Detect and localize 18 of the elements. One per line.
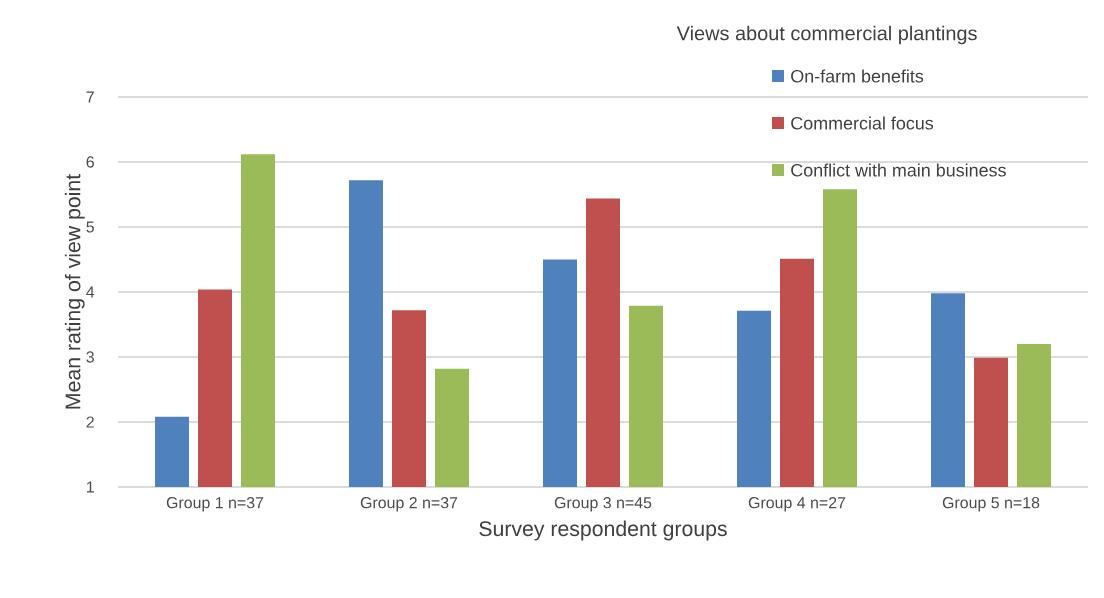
legend-label: On-farm benefits: [791, 69, 924, 83]
y-tick-label: 7: [86, 91, 94, 103]
x-axis-title: Survey respondent groups: [479, 520, 727, 541]
x-tick-label: Group 1 n=37: [166, 497, 264, 512]
x-tick-label: Group 2 n=37: [360, 497, 458, 512]
y-tick-label: 3: [86, 351, 94, 363]
y-tick-label: 4: [86, 286, 95, 298]
x-tick-label: Group 3 n=45: [554, 497, 652, 512]
x-tick-label: Group 5 n=18: [942, 497, 1040, 512]
legend-title: Views about commercial plantings: [676, 25, 977, 45]
legend-label: Commercial focus: [791, 116, 934, 130]
legend-label: Conflict with main business: [791, 163, 1006, 177]
y-tick-label: 2: [86, 416, 94, 428]
x-tick-label: Group 4 n=27: [748, 497, 846, 512]
y-tick-label: 1: [86, 481, 94, 493]
y-tick-label: 6: [86, 156, 94, 168]
y-axis-title: Mean rating of view point: [64, 174, 85, 409]
y-tick-label: 5: [86, 221, 94, 233]
